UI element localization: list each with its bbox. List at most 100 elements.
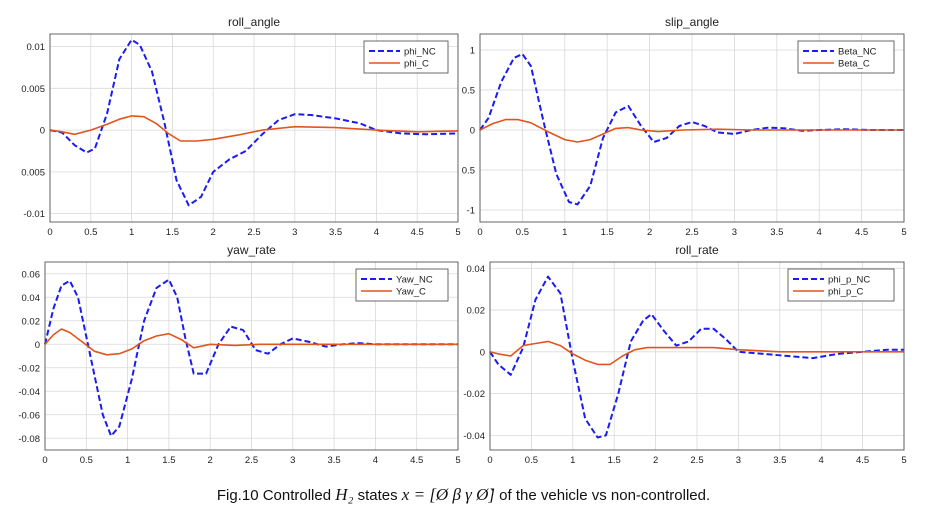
x-tick-label: 0.5 bbox=[516, 227, 529, 238]
legend-label: Yaw_NC bbox=[396, 275, 433, 286]
y-tick-label: 0.5 bbox=[462, 86, 475, 97]
x-tick-label: 3 bbox=[732, 227, 737, 238]
x-tick-label: 2 bbox=[647, 227, 652, 238]
plot-frame bbox=[489, 261, 905, 451]
caption-middle: states bbox=[353, 487, 402, 504]
x-tick-label: 2.5 bbox=[690, 455, 703, 466]
x-tick-label: 0.5 bbox=[525, 455, 538, 466]
legend-box bbox=[355, 268, 449, 302]
x-tick-label: 0 bbox=[47, 227, 52, 238]
x-tick-label: 3.5 bbox=[773, 455, 786, 466]
x-tick-label: 4.5 bbox=[411, 227, 424, 238]
x-tick-label: 1 bbox=[125, 455, 130, 466]
legend-label: Yaw_C bbox=[396, 287, 426, 298]
figure-canvas: roll_angle 0 0.5 1 1.5 2 2.5 3 3.5 4 4.5 5 0.01 0.005… bbox=[18, 15, 907, 466]
roll-angle-panel: roll_angle 0 0.5 1 1.5 2 2.5 3 3.5 4 4.5 5 0.01 0.005… bbox=[21, 15, 460, 238]
x-tick-label: 3.5 bbox=[327, 455, 340, 466]
x-tick-label: 1.5 bbox=[608, 455, 621, 466]
yaw-rate-panel: yaw_rate 0 0.5 1 1.5 2 2.5 3 3.5 4 4.5 5 0.06 0.04 0.0… bbox=[18, 243, 460, 466]
legend-label: phi_p_C bbox=[828, 287, 864, 298]
plot-title: roll_angle bbox=[228, 15, 280, 29]
legend-label: phi_NC bbox=[404, 47, 436, 58]
x-tick-label: 0 bbox=[42, 455, 47, 466]
x-tick-label: 5 bbox=[455, 227, 460, 238]
x-tick-label: 3 bbox=[292, 227, 297, 238]
x-tick-label: 3.5 bbox=[329, 227, 342, 238]
y-tick-label: -0.04 bbox=[18, 387, 40, 398]
x-tick-label: 4 bbox=[819, 455, 824, 466]
y-tick-label: -0.02 bbox=[463, 389, 485, 400]
roll-rate-panel: roll_rate 0 0.5 1 1.5 2 2.5 3 3.5 4 4.5 5 0.04 0.02 0 -… bbox=[463, 243, 906, 466]
x-tick-label: 2.5 bbox=[247, 227, 260, 238]
x-tick-label: 3.5 bbox=[770, 227, 783, 238]
y-tick-label: 0.01 bbox=[27, 42, 46, 53]
legend-box bbox=[363, 40, 449, 74]
legend-label: phi_C bbox=[404, 59, 429, 70]
plot-title: slip_angle bbox=[665, 15, 719, 29]
x-tick-label: 0 bbox=[477, 227, 482, 238]
y-tick-label: -0.02 bbox=[18, 363, 40, 374]
caption-prefix: Fig.10 Controlled bbox=[216, 487, 336, 504]
x-tick-label: 1 bbox=[129, 227, 134, 238]
x-tick-label: 5 bbox=[901, 227, 906, 238]
plot-title: yaw_rate bbox=[227, 243, 276, 257]
x-tick-label: 5 bbox=[901, 455, 906, 466]
x-tick-label: 2 bbox=[211, 227, 216, 238]
x-tick-label: 4.5 bbox=[855, 227, 868, 238]
y-tick-label: 0 bbox=[480, 347, 485, 358]
y-tick-label: 0 bbox=[40, 126, 45, 137]
series-line-Beta_C bbox=[479, 118, 904, 143]
series-line-phi_NC bbox=[49, 38, 459, 207]
figure-caption: Fig.10 Controlled H₂ states x = [Ø β γ Ø… bbox=[0, 485, 927, 505]
x-tick-label: 4 bbox=[374, 227, 379, 238]
series-line-Yaw_C bbox=[44, 328, 458, 356]
y-tick-label: -0.04 bbox=[463, 431, 485, 442]
slip-angle-panel: slip_angle 0 0.5 1 1.5 2 2.5 3 3.5 4 4.5 5 1 0.5 0 0.5 -… bbox=[462, 15, 907, 238]
x-tick-label: 2 bbox=[653, 455, 658, 466]
x-tick-label: 2.5 bbox=[685, 227, 698, 238]
x-tick-label: 0.5 bbox=[80, 455, 93, 466]
series-line-phi_C bbox=[49, 115, 459, 142]
y-tick-label: 0.5 bbox=[462, 166, 475, 177]
plot-frame bbox=[479, 33, 905, 223]
caption-suffix: of the vehicle vs non-controlled. bbox=[495, 487, 711, 504]
y-tick-label: -1 bbox=[467, 206, 475, 217]
caption-h2-symbol: H₂ bbox=[335, 485, 354, 504]
legend-label: phi_p_NC bbox=[828, 275, 870, 286]
y-tick-label: -0.01 bbox=[23, 209, 45, 220]
y-tick-label: 1 bbox=[470, 46, 475, 57]
series-line-Beta_NC bbox=[479, 53, 904, 206]
x-tick-label: 5 bbox=[455, 455, 460, 466]
caption-state-vector: x = [Ø β γ Ø̇] bbox=[401, 485, 496, 504]
y-tick-label: 0.02 bbox=[467, 306, 486, 317]
y-tick-label: 0.005 bbox=[21, 84, 45, 95]
series-line-phi_p_C bbox=[489, 340, 904, 366]
x-tick-label: 4.5 bbox=[410, 455, 423, 466]
y-tick-label: 0.04 bbox=[22, 293, 41, 304]
plot-frame bbox=[49, 33, 459, 223]
legend-label: Beta_C bbox=[838, 59, 870, 70]
x-tick-label: 1 bbox=[562, 227, 567, 238]
x-tick-label: 1.5 bbox=[601, 227, 614, 238]
y-tick-label: 0.04 bbox=[467, 264, 486, 275]
y-tick-label: 0.005 bbox=[21, 167, 45, 178]
x-tick-label: 2 bbox=[208, 455, 213, 466]
x-tick-label: 1.5 bbox=[162, 455, 175, 466]
x-tick-label: 3 bbox=[290, 455, 295, 466]
y-tick-label: 0 bbox=[35, 340, 40, 351]
plot-title: roll_rate bbox=[675, 243, 719, 257]
x-tick-label: 2.5 bbox=[245, 455, 258, 466]
x-tick-label: 1.5 bbox=[166, 227, 179, 238]
x-tick-label: 3 bbox=[736, 455, 741, 466]
x-tick-label: 0.5 bbox=[84, 227, 97, 238]
y-tick-label: -0.06 bbox=[18, 410, 40, 421]
legend-label: Beta_NC bbox=[838, 47, 877, 58]
x-tick-label: 0 bbox=[487, 455, 492, 466]
y-tick-label: 0.06 bbox=[22, 269, 41, 280]
x-tick-label: 4.5 bbox=[856, 455, 869, 466]
y-tick-label: 0.02 bbox=[22, 316, 41, 327]
x-tick-label: 1 bbox=[570, 455, 575, 466]
